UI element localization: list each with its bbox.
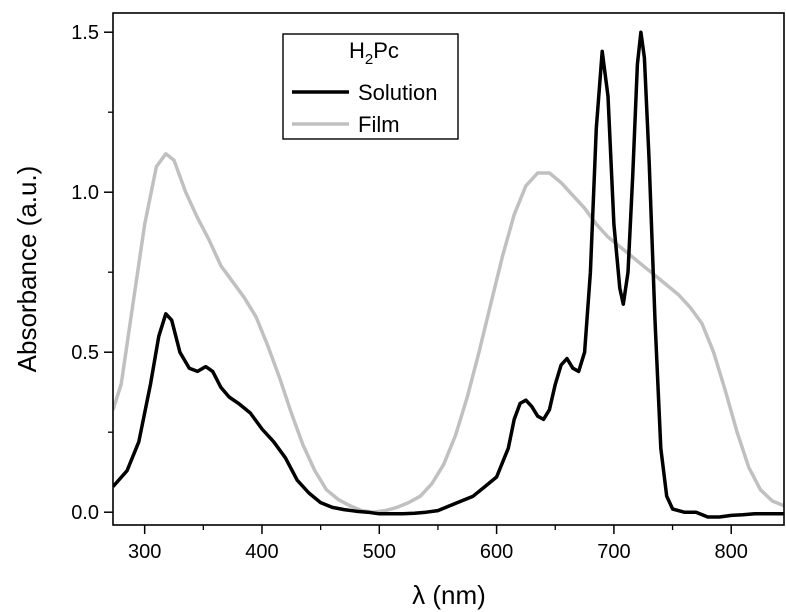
y-tick-label: 1.5 [71,22,99,44]
legend-title: H2Pc [349,38,399,68]
x-tick-label: 700 [597,541,630,563]
legend-label-film: Film [358,112,400,137]
legend-label-solution: Solution [358,80,438,105]
y-tick-label: 1.0 [71,182,99,204]
plot-frame [112,12,785,526]
series-line-film [113,152,784,514]
plot-area [113,30,784,519]
legend-box [282,33,459,140]
y-tick-label: 0.5 [71,342,99,364]
x-tick-label: 400 [245,541,278,563]
x-tick-label: 300 [128,541,161,563]
series-line-solution [113,30,784,519]
legend: H2Pc Solution Film [282,33,459,140]
x-axis-title: λ (nm) [412,580,486,610]
y-tick-label: 0.0 [71,502,99,524]
x-tick-label: 500 [363,541,396,563]
y-axis-title: Absorbance (a.u.) [12,166,42,373]
axis-ticks: 300 400 500 600 700 800 0.0 0.5 1.0 1.5 [71,22,748,563]
x-tick-label: 600 [480,541,513,563]
x-tick-label: 800 [715,541,748,563]
